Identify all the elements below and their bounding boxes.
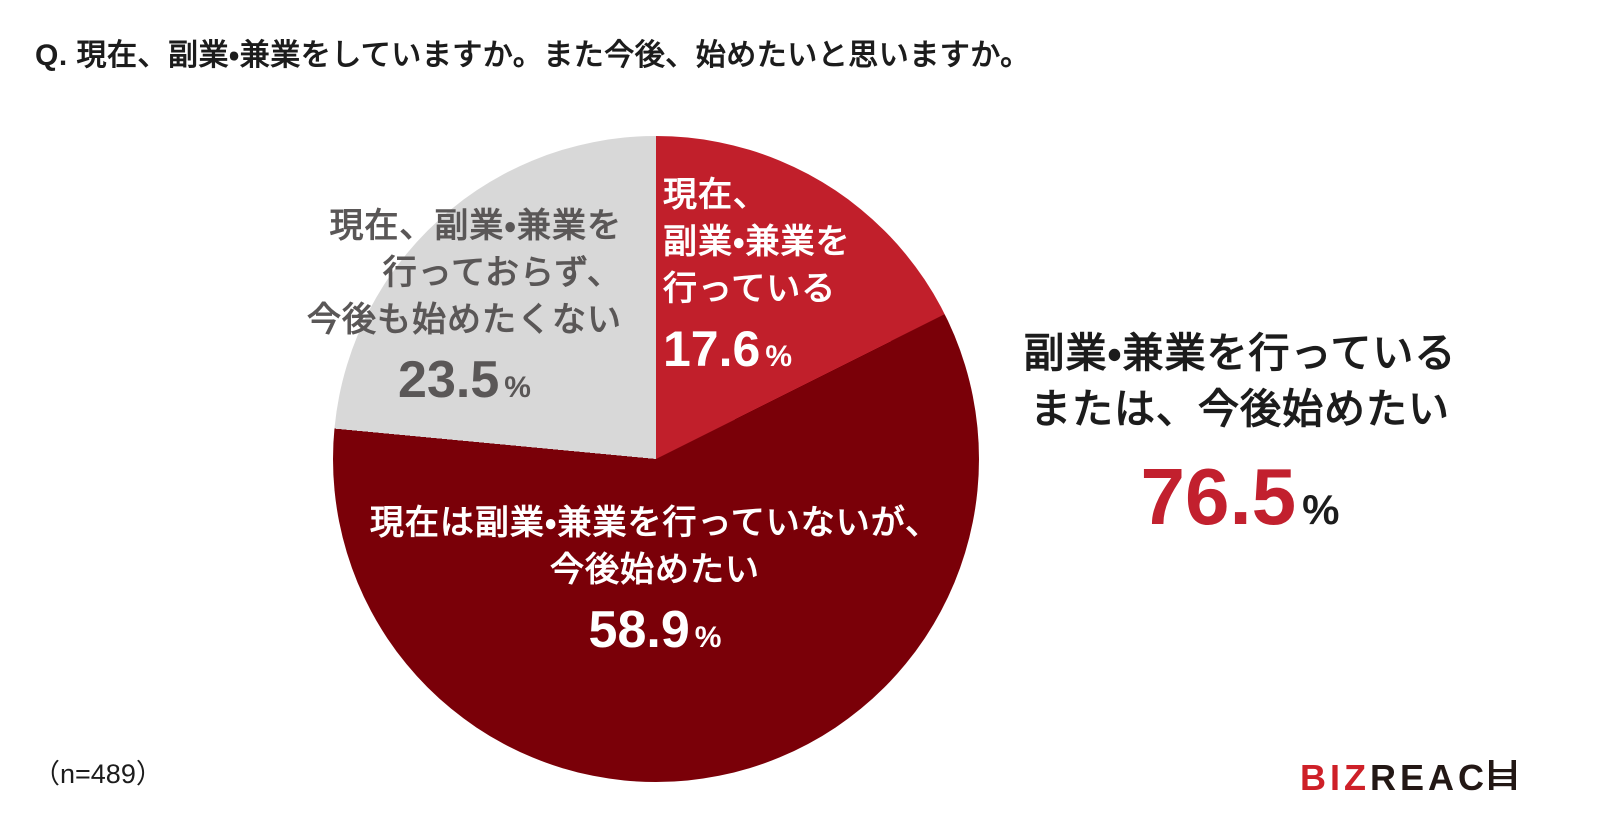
logo-text-reac: REAC <box>1370 757 1489 798</box>
slice-label-dont-want: 現在、副業・兼業を 行っておらず、 今後も始めたくない 23.5% <box>307 203 622 416</box>
sample-size-note: （n=489） <box>33 759 163 789</box>
percent-sign: % <box>694 621 722 654</box>
logo-text-biz: BIZ <box>1300 757 1370 798</box>
summary-callout: 副業・兼業を行っている または、今後始めたい 76.5% <box>960 325 1520 543</box>
slice-value-number: 17.6 <box>663 321 761 377</box>
bizreach-logo: BIZREAC <box>1300 757 1517 799</box>
slice-value: 23.5% <box>307 352 622 416</box>
slice-value: 58.9% <box>305 602 1005 666</box>
callout-line-1: 副業・兼業を行っている <box>1023 330 1457 376</box>
ladder-h-icon <box>1489 757 1517 790</box>
slice-label-want-to-start: 現在は副業・兼業を行っていないが、 今後始めたい 58.9% <box>305 500 1005 666</box>
callout-line-2: または、今後始めたい <box>1030 386 1450 432</box>
pie-chart <box>333 136 979 782</box>
slice-label-text: 現在、 副業・兼業を 行っている <box>663 176 851 308</box>
percent-sign: % <box>1302 486 1340 533</box>
percent-sign: % <box>504 371 531 404</box>
slice-value: 17.6% <box>663 321 851 385</box>
callout-value-number: 76.5 <box>1140 452 1297 541</box>
slice-value-number: 58.9 <box>588 601 690 659</box>
slice-value-number: 23.5 <box>398 351 500 409</box>
page-title: Q. 現在、副業・兼業をしていますか。また今後、始めたいと思いますか。 <box>35 39 1031 72</box>
slice-label-currently-doing: 現在、 副業・兼業を 行っている 17.6% <box>663 172 851 385</box>
percent-sign: % <box>765 340 793 373</box>
slice-label-text: 現在、副業・兼業を 行っておらず、 今後も始めたくない <box>307 207 622 339</box>
callout-value-row: 76.5% <box>960 451 1520 543</box>
slice-label-text: 現在は副業・兼業を行っていないが、 今後始めたい <box>369 504 941 589</box>
